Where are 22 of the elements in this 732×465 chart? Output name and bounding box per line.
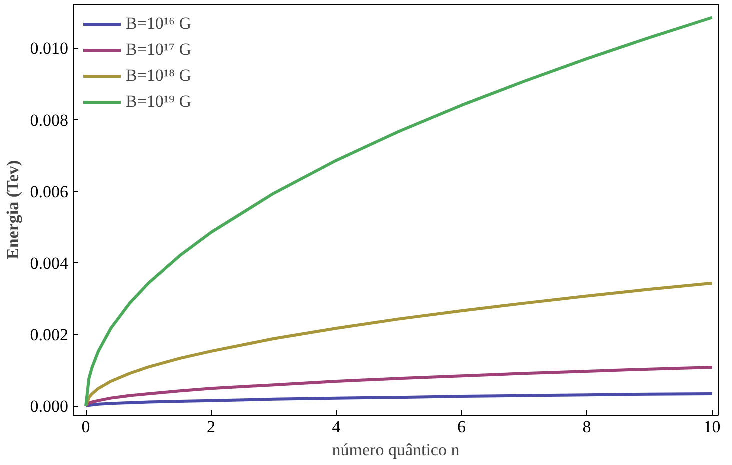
y-tick-label: 0.006 bbox=[30, 182, 68, 202]
y-tick-label: 0.000 bbox=[30, 397, 68, 416]
line-series bbox=[84, 366, 714, 408]
x-tick-label: 0 bbox=[82, 418, 90, 436]
legend-label: B=10¹⁸ G bbox=[126, 66, 192, 86]
legend-label: B=10¹⁹ G bbox=[126, 92, 192, 112]
legend-label: B=10¹⁶ G bbox=[126, 14, 192, 34]
x-tick-label: 4 bbox=[332, 418, 342, 436]
line-series bbox=[84, 282, 714, 408]
line-series bbox=[84, 392, 714, 408]
y-tick-label: 0.004 bbox=[30, 254, 69, 273]
line-series bbox=[84, 16, 714, 408]
x-tick-label: 8 bbox=[582, 418, 592, 436]
x-axis-title: número quântico n bbox=[332, 440, 460, 460]
x-tick-label: 2 bbox=[207, 418, 216, 436]
y-tick-label: 0.008 bbox=[30, 110, 68, 130]
legend-label: B=10¹⁷ G bbox=[126, 40, 192, 60]
y-tick-label: 0.002 bbox=[30, 326, 68, 345]
y-tick-label: 0.010 bbox=[30, 39, 68, 58]
x-tick-label: 6 bbox=[458, 418, 466, 436]
x-tick-label: 10 bbox=[704, 418, 721, 436]
y-axis-title: Energia (Tev) bbox=[3, 160, 22, 260]
